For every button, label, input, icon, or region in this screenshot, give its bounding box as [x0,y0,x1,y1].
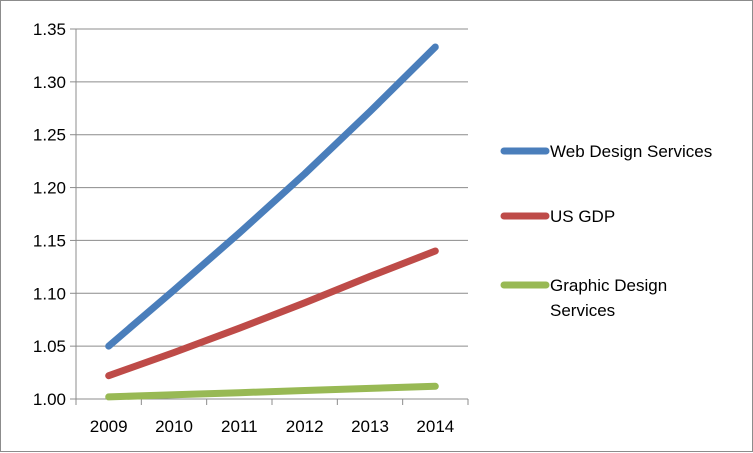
legend: Web Design Services US GDP Graphic Design S… [500,142,712,320]
series-line-web-design-services [105,43,439,350]
x-tick-label: 2014 [416,417,454,436]
gridlines [76,28,468,347]
x-tick-label: 2011 [221,417,258,436]
y-tick-label: 1.20 [33,179,66,198]
legend-label: Services [550,301,615,320]
x-tick-label: 2013 [351,417,389,436]
y-tick-label: 1.00 [33,390,66,409]
y-tick-label: 1.35 [33,20,66,39]
series-line-graphic-design-services [105,382,439,401]
x-tick-label: 2010 [155,417,193,436]
axes [70,28,469,405]
x-tick-labels: 2009 2010 2011 2012 2013 2014 [90,417,454,436]
y-tick-label: 1.10 [33,284,66,303]
series-lines [105,43,439,401]
y-tick-label: 1.15 [33,231,66,250]
legend-label: Web Design Services [550,142,712,161]
legend-label: Graphic Design [550,276,667,295]
y-tick-label: 1.05 [33,337,66,356]
x-tick-label: 2012 [286,417,324,436]
y-tick-label: 1.30 [33,73,66,92]
series-line-us-gdp [105,247,439,380]
y-tick-label: 1.25 [33,126,66,145]
x-tick-label: 2009 [90,417,128,436]
legend-label: US GDP [550,207,615,226]
y-tick-labels: 1.00 1.05 1.10 1.15 1.20 1.25 1.30 1.35 [33,20,66,409]
